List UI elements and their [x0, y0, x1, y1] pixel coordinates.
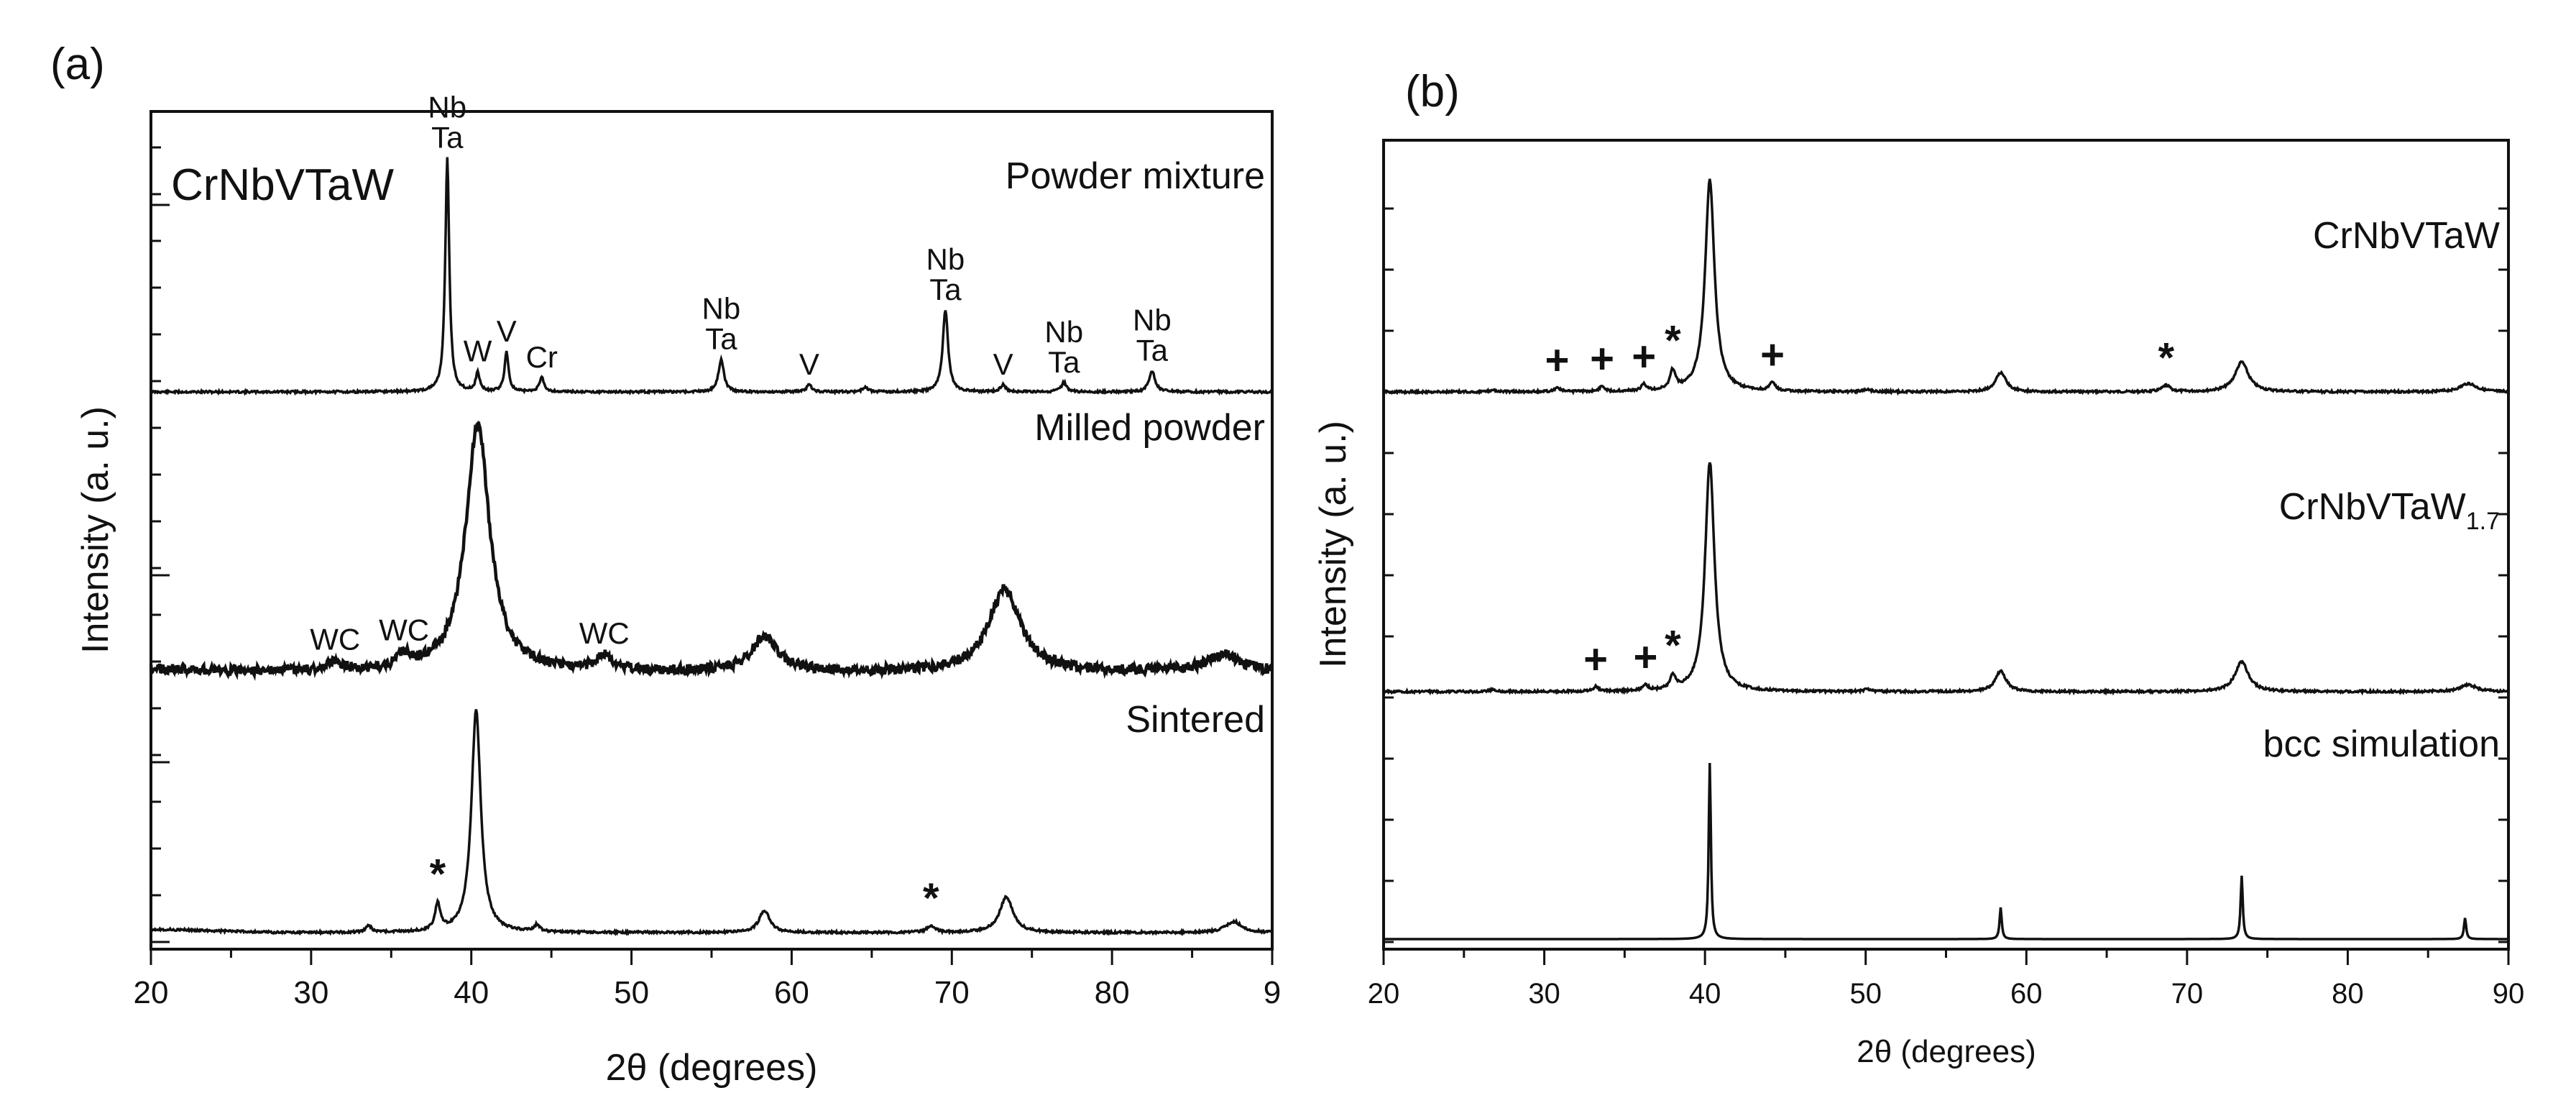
x-tick-label-a-2: 40 — [454, 975, 489, 1010]
x-tick-label-a-5: 70 — [934, 975, 970, 1010]
series-name-b-0: CrNbVTaW — [2313, 215, 2500, 257]
x-tick-label-b-2: 40 — [1689, 978, 1721, 1010]
panel-b: (b) 2θ (degrees) Intensity (a. u.) 20 30 4… — [1312, 67, 2524, 1069]
peak-label-a-0-6-0: Nb — [926, 242, 965, 276]
panel-a: (a) CrNbVTaW 2θ (degrees) Intensity (a. … — [50, 40, 1281, 1089]
x-tick-label-a-7: 9 — [1264, 975, 1281, 1010]
panel-b-label: (b) — [1405, 67, 1460, 116]
panel-b-traces: CrNbVTaW+ + + * + *CrNbVTaW1.7+ + *bcc simulati… — [1382, 178, 2509, 941]
x-tick-label-b-1: 30 — [1528, 978, 1560, 1010]
trace-a-2 — [150, 709, 1274, 937]
peak-label-a-0-0-0: Nb — [428, 91, 466, 124]
panel-a-ylabel: Intensity (a. u.) — [75, 406, 116, 654]
peak-label-a-1-2-0: WC — [579, 616, 630, 650]
trace-b-0 — [1383, 178, 2509, 396]
series-name-b-1: CrNbVTaW1.7 — [2279, 486, 2500, 535]
peak-label-b-1-0-0: + — [1583, 636, 1608, 683]
peak-label-a-0-8-1: Ta — [1048, 345, 1080, 379]
peak-label-a-0-1-0: W — [464, 334, 492, 368]
peak-label-a-0-0-1: Ta — [431, 121, 464, 155]
peak-label-a-0-2-0: V — [497, 314, 517, 348]
x-tick-label-b-5: 70 — [2171, 978, 2204, 1010]
trace-a-1 — [149, 420, 1274, 682]
series-name-text-b-1: CrNbVTaW — [2279, 486, 2466, 528]
peak-label-b-0-2-0: + — [1632, 334, 1656, 380]
x-tick-label-b-6: 80 — [2332, 978, 2364, 1010]
panel-a-title: CrNbVTaW — [171, 160, 395, 210]
peak-label-a-0-4-0: Nb — [702, 291, 741, 325]
panel-a-xlabel: 2θ (degrees) — [606, 1047, 818, 1089]
panel-a-label: (a) — [50, 40, 105, 89]
series-name-b-2: bcc simulation — [2263, 723, 2500, 765]
peak-label-a-0-8-0: Nb — [1044, 315, 1083, 349]
panel-b-ylabel: Intensity (a. u.) — [1312, 421, 1354, 668]
peak-label-a-0-6-1: Ta — [929, 273, 962, 306]
peak-label-a-1-0-0: WC — [310, 622, 360, 656]
x-tick-label-a-3: 50 — [614, 975, 649, 1010]
trace-b-1 — [1382, 462, 2509, 696]
peak-label-a-0-7-0: V — [993, 347, 1013, 381]
series-name-text-b-2: bcc simulation — [2263, 723, 2500, 765]
x-tick-label-a-6: 80 — [1095, 975, 1130, 1010]
series-name-text-a-0: Powder mixture — [1006, 155, 1265, 197]
peak-label-a-1-1-0: WC — [379, 613, 429, 647]
peak-label-b-0-4-0: + — [1760, 331, 1785, 378]
peak-label-b-1-2-0: * — [1665, 622, 1681, 669]
peak-label-b-0-5-0: * — [2158, 335, 2175, 382]
series-name-a-2: Sintered — [1126, 699, 1265, 741]
x-tick-label-a-0: 20 — [134, 975, 169, 1010]
trace-a-0 — [150, 157, 1274, 396]
trace-b-2 — [1384, 762, 2508, 941]
panel-b-xlabel: 2θ (degrees) — [1857, 1034, 2036, 1069]
peak-label-a-2-1-0: * — [923, 875, 939, 922]
x-tick-label-b-4: 60 — [2010, 978, 2043, 1010]
panel-a-traces: Powder mixtureNbTaWVCrNbTaVNbTaVNbTaNbTa… — [149, 91, 1274, 937]
peak-label-a-2-0-0: * — [430, 851, 446, 897]
x-tick-label-b-3: 50 — [1849, 978, 1882, 1010]
peak-label-a-0-4-1: Ta — [705, 321, 737, 355]
x-tick-label-a-4: 60 — [774, 975, 809, 1010]
series-name-text-a-2: Sintered — [1126, 699, 1265, 741]
peak-label-a-0-3-0: Cr — [526, 340, 558, 374]
series-name-a-0: Powder mixture — [1006, 155, 1265, 197]
peak-label-b-0-0-0: + — [1545, 337, 1570, 384]
peak-label-a-0-9-0: Nb — [1133, 303, 1172, 337]
peak-label-a-0-9-1: Ta — [1136, 334, 1169, 367]
series-name-a-1: Milled powder — [1034, 407, 1265, 449]
x-tick-label-b-0: 20 — [1368, 978, 1400, 1010]
series-name-text-b-0: CrNbVTaW — [2313, 215, 2500, 257]
peak-label-b-1-1-0: + — [1633, 634, 1657, 680]
series-name-text-a-1: Milled powder — [1034, 407, 1265, 449]
x-tick-label-a-1: 30 — [293, 975, 328, 1010]
peak-label-b-0-1-0: + — [1590, 336, 1614, 383]
panel-b-axes: 20 30 40 50 60 70 80 90 — [1368, 207, 2525, 1010]
peak-label-a-0-5-0: V — [799, 347, 819, 381]
series-name-sub-b-1: 1.7 — [2466, 508, 2500, 535]
peak-label-b-0-3-0: * — [1665, 318, 1681, 365]
x-tick-label-b-7: 90 — [2493, 978, 2525, 1010]
